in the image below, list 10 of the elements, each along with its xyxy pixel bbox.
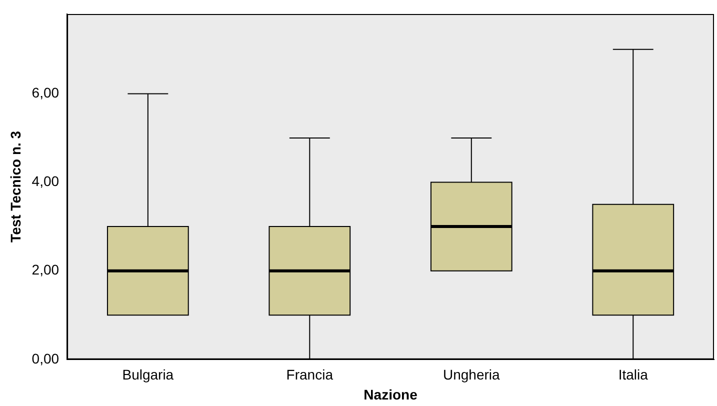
y-axis-title: Test Tecnico n. 3 — [7, 130, 24, 242]
x-tick-label: Ungheria — [442, 366, 500, 383]
x-axis-title: Nazione — [364, 386, 418, 402]
y-tick-label: 0,00 — [32, 350, 60, 366]
x-tick-label: Bulgaria — [122, 366, 174, 383]
y-tick-label: 4,00 — [32, 173, 60, 190]
x-tick-label: Italia — [618, 366, 648, 383]
y-tick-label: 6,00 — [32, 84, 60, 101]
x-tick-label: Francia — [286, 366, 334, 383]
y-tick-label: 2,00 — [32, 262, 60, 278]
